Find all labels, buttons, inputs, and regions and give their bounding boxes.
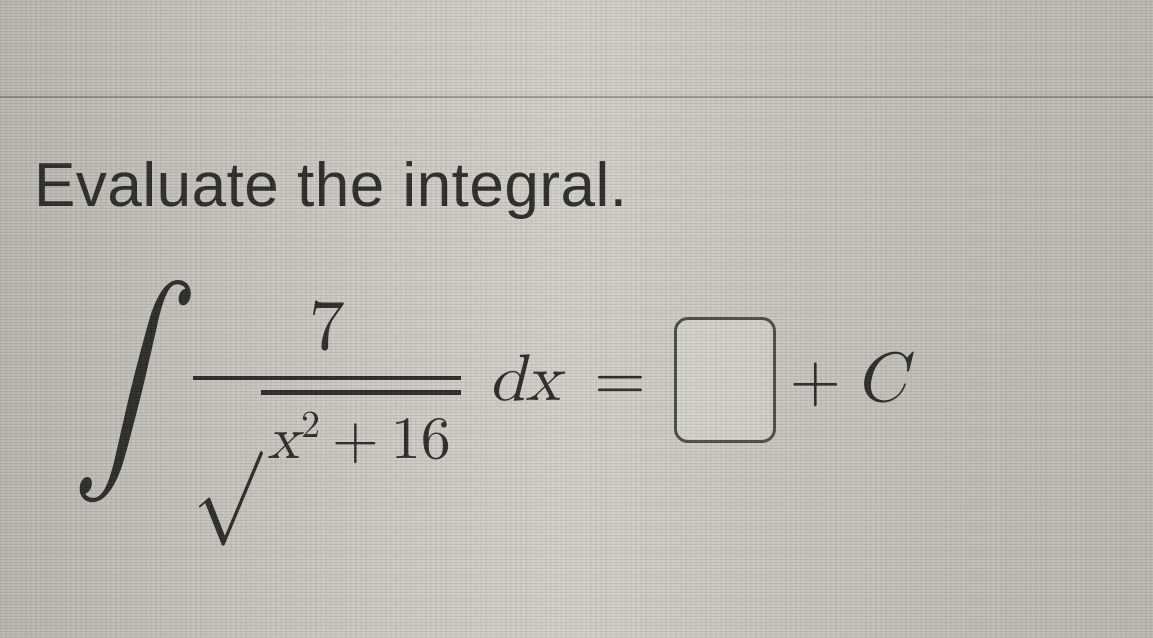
integral-equation: ∫ 7 √ x2+16 dx = +C [60,280,906,480]
plus-constant: +C [790,338,906,422]
problem-prompt: Evaluate the integral. [34,150,628,221]
radicand: x2 +16 [261,390,460,476]
plus-sign-2: + [790,348,841,414]
integral-symbol: ∫ [80,280,173,480]
constant-16: 16 [391,410,451,470]
radical-symbol: √ [193,390,261,489]
exponent: 2 [301,407,320,445]
variable-x: x [267,410,299,470]
plus-sign: + [332,410,379,470]
constant-C: C [855,345,906,415]
horizontal-rule [0,96,1153,98]
equals-sign: = [594,341,645,420]
denominator: √ x2+16 [193,380,461,476]
answer-input[interactable] [674,317,776,443]
numerator: 7 [301,284,353,376]
fraction: 7 √ x2+16 [193,284,461,476]
square-root: √ x2+16 [193,390,461,476]
differential: dx [489,341,561,420]
